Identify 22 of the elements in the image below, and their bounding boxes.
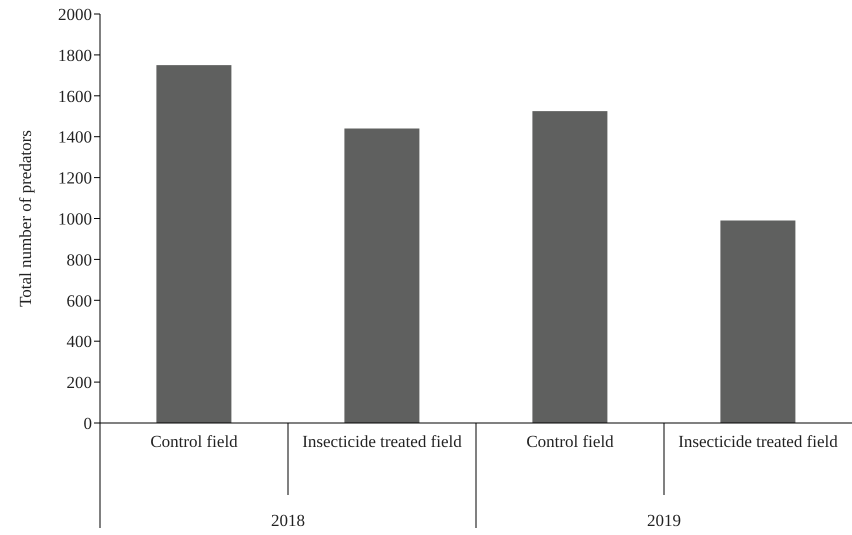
y-axis-title: Total number of predators bbox=[16, 130, 36, 307]
y-tick-label: 1000 bbox=[58, 210, 92, 229]
y-tick-label: 200 bbox=[66, 373, 92, 392]
y-tick-label: 2000 bbox=[58, 5, 92, 24]
y-tick-label: 1600 bbox=[58, 86, 92, 106]
bar bbox=[156, 65, 232, 423]
x-tick-label: Insecticide treated field bbox=[678, 432, 838, 452]
y-tick-label: 1200 bbox=[58, 168, 92, 188]
x-tick-label: Control field bbox=[150, 432, 238, 452]
y-tick-label: 400 bbox=[66, 332, 92, 352]
bar bbox=[720, 220, 796, 423]
y-tick-label: 800 bbox=[66, 250, 92, 270]
bar bbox=[532, 111, 608, 423]
bar bbox=[344, 128, 420, 423]
text: 2018 bbox=[271, 511, 305, 530]
y-tick-label: 1400 bbox=[58, 128, 92, 147]
y-tick-label: 1800 bbox=[58, 46, 92, 65]
y-tick-label: 600 bbox=[66, 291, 92, 310]
x-tick-label: Insecticide treated field bbox=[302, 432, 462, 452]
x-tick-label: Control field bbox=[526, 432, 614, 452]
text: 2019 bbox=[647, 511, 681, 530]
y-tick-label: 0 bbox=[84, 414, 92, 434]
